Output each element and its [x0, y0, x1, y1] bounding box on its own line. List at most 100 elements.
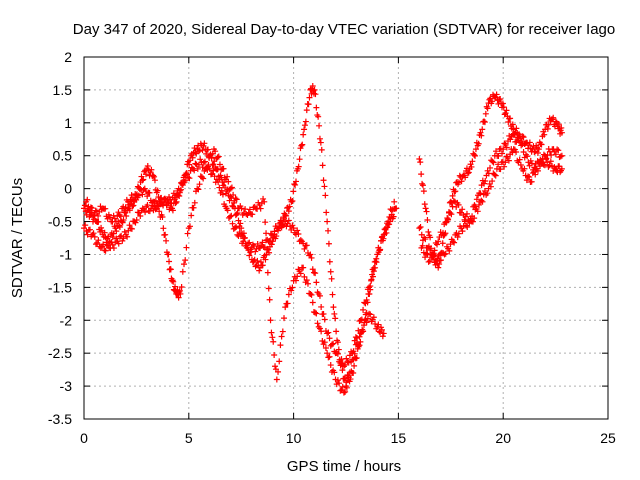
data-point	[416, 225, 423, 232]
data-point	[422, 236, 429, 243]
data-point	[230, 191, 237, 198]
data-point	[327, 268, 334, 275]
data-point	[521, 165, 528, 172]
data-point	[139, 205, 146, 212]
data-point	[312, 309, 319, 316]
data-point	[98, 224, 105, 231]
data-point	[435, 252, 442, 259]
data-point	[321, 339, 328, 346]
data-point	[283, 212, 290, 219]
data-point	[516, 156, 523, 163]
data-point	[454, 234, 461, 241]
data-point	[513, 148, 520, 155]
data-point	[296, 156, 303, 163]
data-point	[325, 227, 332, 234]
data-point	[252, 263, 259, 270]
data-point	[102, 205, 109, 212]
data-point	[380, 235, 387, 242]
data-point	[555, 147, 562, 154]
data-point	[318, 146, 325, 153]
data-point	[447, 209, 454, 216]
data-point	[116, 233, 123, 240]
data-point	[179, 268, 186, 275]
data-point	[303, 242, 310, 249]
data-point	[306, 94, 313, 101]
data-point	[290, 188, 297, 195]
data-point	[499, 150, 506, 157]
data-point	[519, 133, 526, 140]
data-point	[360, 306, 367, 313]
data-point	[116, 211, 123, 218]
data-point	[266, 237, 273, 244]
data-point	[121, 207, 128, 214]
y-tick-label: -3.5	[48, 411, 72, 427]
data-point	[425, 258, 432, 265]
data-point	[238, 225, 245, 232]
data-point	[545, 121, 552, 128]
data-point	[267, 317, 274, 324]
data-point	[259, 239, 266, 246]
data-point	[107, 214, 114, 221]
data-point	[345, 372, 352, 379]
data-point	[272, 363, 279, 370]
data-point	[325, 240, 332, 247]
data-point	[115, 209, 122, 216]
data-point	[152, 206, 159, 213]
data-point	[215, 153, 222, 160]
data-point	[103, 241, 110, 248]
data-point	[543, 156, 550, 163]
data-point	[469, 158, 476, 165]
data-points	[81, 82, 565, 396]
data-point	[229, 220, 236, 227]
data-point	[139, 191, 146, 198]
data-point	[224, 173, 231, 180]
data-point	[455, 230, 462, 237]
data-point	[119, 219, 126, 226]
data-point	[523, 177, 530, 184]
data-point	[388, 207, 395, 214]
data-point	[198, 174, 205, 181]
data-point	[316, 325, 323, 332]
data-point	[531, 149, 538, 156]
y-tick-label: 0	[64, 181, 72, 197]
data-point	[129, 203, 136, 210]
data-point	[257, 205, 264, 212]
data-point	[133, 217, 140, 224]
data-point	[144, 163, 151, 170]
data-point	[421, 201, 428, 208]
data-point	[465, 169, 472, 176]
series-track-f	[418, 146, 565, 265]
data-point	[266, 296, 273, 303]
data-point	[462, 213, 469, 220]
data-point	[275, 368, 282, 375]
data-point	[294, 273, 301, 280]
data-point	[472, 152, 479, 159]
data-point	[380, 330, 387, 337]
data-point	[477, 129, 484, 136]
data-point	[320, 310, 327, 317]
data-point	[195, 186, 202, 193]
data-point	[288, 198, 295, 205]
data-point	[363, 296, 370, 303]
x-tick-label: 20	[495, 430, 511, 446]
data-point	[489, 98, 496, 105]
data-point	[375, 321, 382, 328]
data-point	[322, 192, 329, 199]
data-point	[194, 185, 201, 192]
data-point	[237, 233, 244, 240]
data-point	[386, 214, 393, 221]
data-point	[442, 250, 449, 257]
y-tick-label: 2	[64, 49, 72, 65]
data-point	[329, 291, 336, 298]
data-point	[113, 228, 120, 235]
data-point	[251, 256, 258, 263]
data-point	[431, 247, 438, 254]
data-point	[489, 178, 496, 185]
data-point	[278, 333, 285, 340]
data-point	[510, 132, 517, 139]
data-point	[292, 181, 299, 188]
data-point	[252, 248, 259, 255]
data-point	[452, 188, 459, 195]
data-point	[265, 285, 272, 292]
data-point	[167, 266, 174, 273]
